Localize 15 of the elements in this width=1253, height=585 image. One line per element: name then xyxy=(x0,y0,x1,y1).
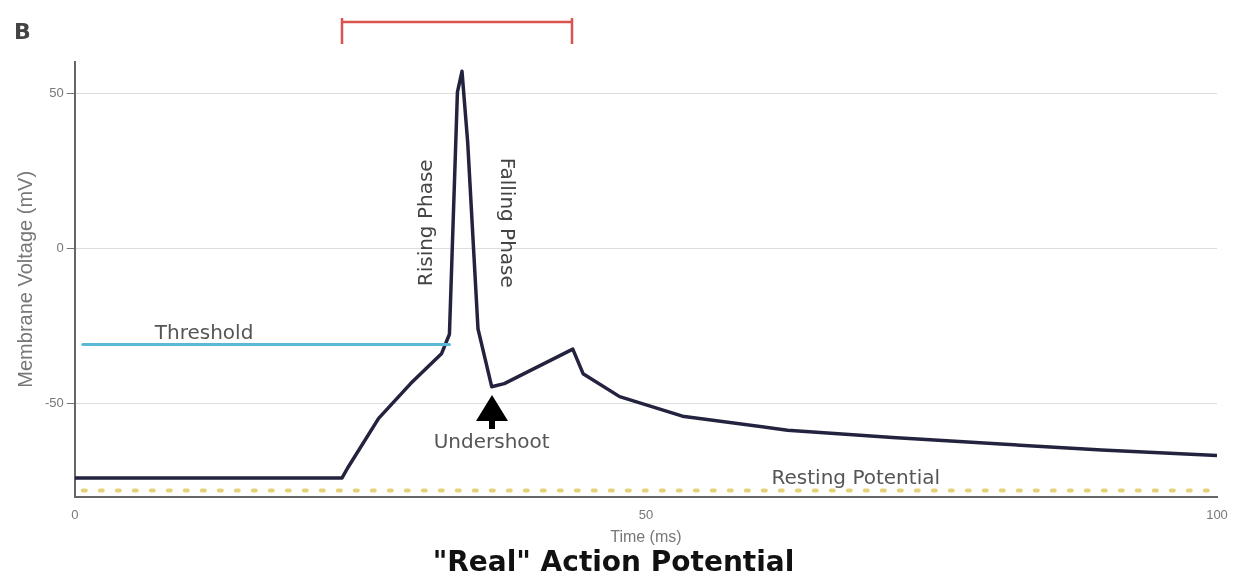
x-axis-title: Time (ms) xyxy=(610,528,682,546)
x-tick-label: 0 xyxy=(71,506,79,522)
annotation: Rising Phase xyxy=(412,159,437,287)
x-tick-label: 50 xyxy=(638,506,654,522)
annotation: Falling Phase xyxy=(496,157,521,288)
ref-line-label: Threshold xyxy=(153,319,254,344)
x-tick-label: 100 xyxy=(1206,506,1228,522)
y-tick-label: -50 xyxy=(44,395,64,411)
annotation: Undershoot xyxy=(433,428,550,453)
text: "Real" Action Potential xyxy=(432,545,795,579)
y-axis-title: Membrane Voltage (mV) xyxy=(13,170,36,388)
y-tick-label: 0 xyxy=(56,239,64,255)
ref-line-label: Resting Potential xyxy=(771,464,941,489)
y-tick-label: 50 xyxy=(49,84,64,100)
text: B xyxy=(14,18,31,44)
